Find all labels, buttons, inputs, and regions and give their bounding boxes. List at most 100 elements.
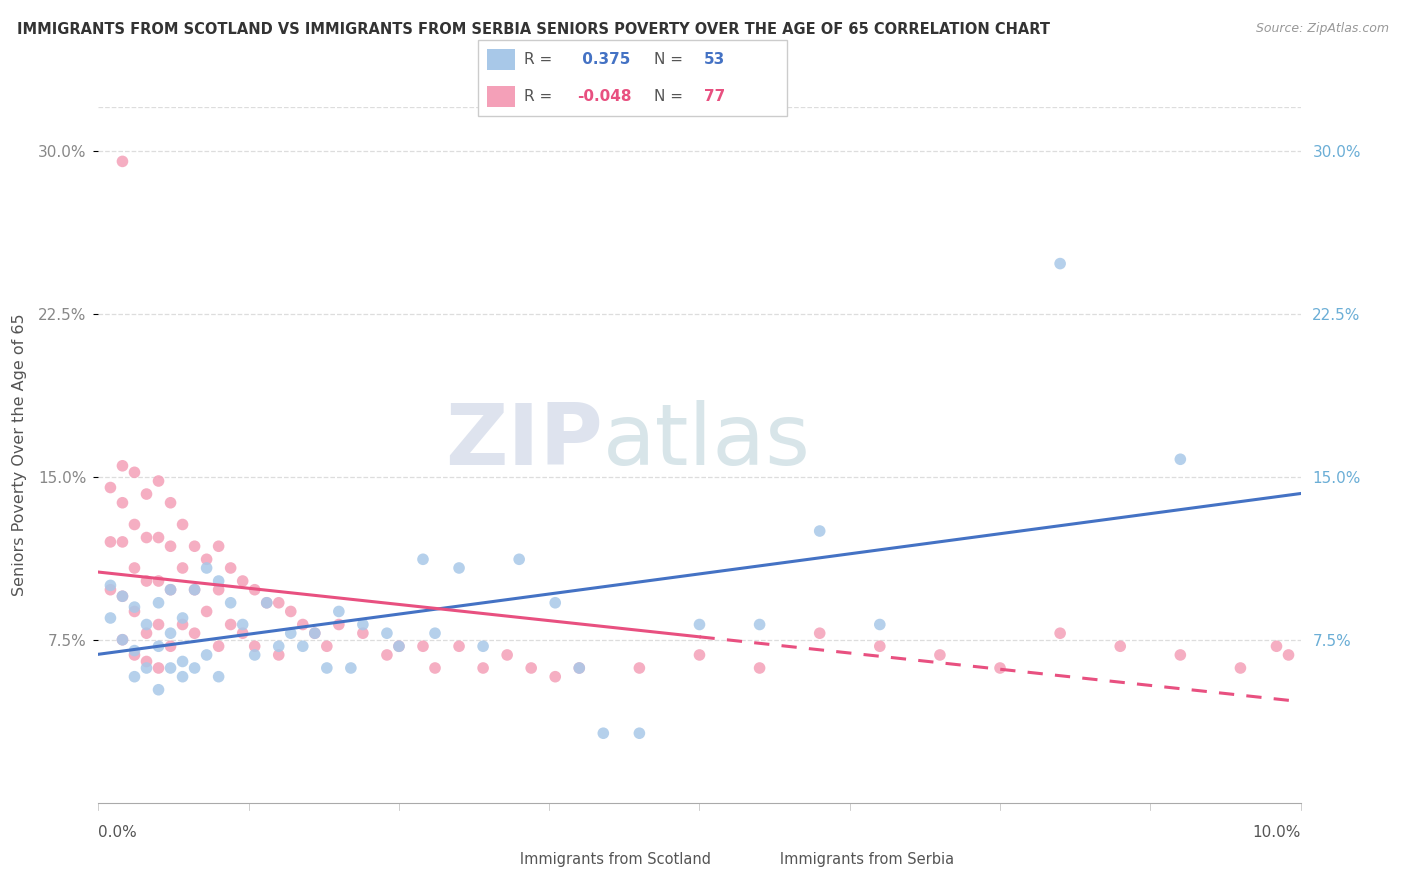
Point (195, 552, 218, 566)
Point (111, 589, 134, 603)
Point (315, 661, 337, 675)
Point (135, 655, 157, 669)
Point (100, 535, 122, 549)
Point (148, 574, 170, 588)
Point (159, 582, 181, 597)
Point (159, 496, 181, 510)
Text: -0.048: -0.048 (576, 89, 631, 104)
Point (148, 617, 170, 632)
Point (472, 639, 495, 653)
Point (256, 596, 278, 610)
Point (208, 670, 231, 684)
Point (208, 574, 231, 588)
Point (172, 561, 194, 575)
Point (628, 661, 651, 675)
Point (243, 648, 266, 662)
Point (447, 561, 470, 575)
Point (100, 611, 122, 625)
Point (148, 682, 170, 697)
Point (568, 661, 591, 675)
Point (447, 639, 470, 653)
Point (124, 643, 146, 657)
Point (111, 632, 134, 647)
Point (111, 589, 134, 603)
Point (148, 661, 170, 675)
Point (183, 582, 205, 597)
Text: 53: 53 (704, 52, 725, 67)
Text: N =: N = (654, 52, 688, 67)
Point (232, 617, 254, 632)
Point (808, 524, 831, 538)
Point (172, 617, 194, 632)
Point (628, 726, 651, 740)
Point (748, 617, 770, 632)
Point (219, 617, 242, 632)
Point (208, 539, 231, 553)
Point (135, 617, 157, 632)
Point (124, 517, 146, 532)
Text: 10.0%: 10.0% (1253, 825, 1301, 839)
Point (328, 617, 350, 632)
Text: IMMIGRANTS FROM SCOTLAND VS IMMIGRANTS FROM SERBIA SENIORS POVERTY OVER THE AGE : IMMIGRANTS FROM SCOTLAND VS IMMIGRANTS F… (17, 22, 1050, 37)
Text: atlas: atlas (603, 400, 811, 483)
Point (304, 626, 326, 640)
Point (508, 552, 530, 566)
Point (267, 596, 290, 610)
FancyBboxPatch shape (488, 86, 515, 107)
Point (375, 648, 398, 662)
Point (1277, 648, 1299, 662)
Point (135, 626, 157, 640)
Point (232, 574, 254, 588)
Point (208, 582, 231, 597)
Point (111, 496, 134, 510)
Point (808, 626, 831, 640)
Text: 0.375: 0.375 (576, 52, 630, 67)
Point (183, 582, 205, 597)
Point (340, 661, 363, 675)
Point (124, 605, 146, 619)
Point (208, 639, 231, 653)
Point (124, 670, 146, 684)
Point (195, 648, 218, 662)
Point (544, 596, 567, 610)
Point (352, 626, 374, 640)
Point (232, 626, 254, 640)
Point (111, 632, 134, 647)
Text: Source: ZipAtlas.com: Source: ZipAtlas.com (1256, 22, 1389, 36)
FancyBboxPatch shape (488, 49, 515, 70)
Point (135, 574, 157, 588)
Point (111, 535, 134, 549)
Point (172, 611, 194, 625)
Text: R =: R = (524, 52, 558, 67)
Point (159, 661, 181, 675)
Point (172, 670, 194, 684)
Text: ZIP: ZIP (446, 400, 603, 483)
Point (496, 648, 519, 662)
Text: Immigrants from Serbia: Immigrants from Serbia (766, 853, 955, 867)
Point (1229, 661, 1251, 675)
Point (148, 474, 170, 488)
Point (148, 639, 170, 653)
Point (148, 596, 170, 610)
Point (124, 561, 146, 575)
Point (929, 648, 952, 662)
Point (219, 561, 242, 575)
Point (100, 582, 122, 597)
Point (423, 661, 446, 675)
Point (328, 605, 350, 619)
Point (291, 617, 314, 632)
Point (195, 605, 218, 619)
Point (267, 648, 290, 662)
Point (412, 639, 434, 653)
Point (148, 531, 170, 545)
Point (280, 626, 302, 640)
Point (280, 605, 302, 619)
Point (100, 481, 122, 495)
Point (183, 539, 205, 553)
Point (135, 487, 157, 501)
Point (423, 626, 446, 640)
Point (1049, 257, 1071, 271)
Point (388, 639, 411, 653)
Point (172, 517, 194, 532)
Text: Immigrants from Scotland: Immigrants from Scotland (506, 853, 711, 867)
